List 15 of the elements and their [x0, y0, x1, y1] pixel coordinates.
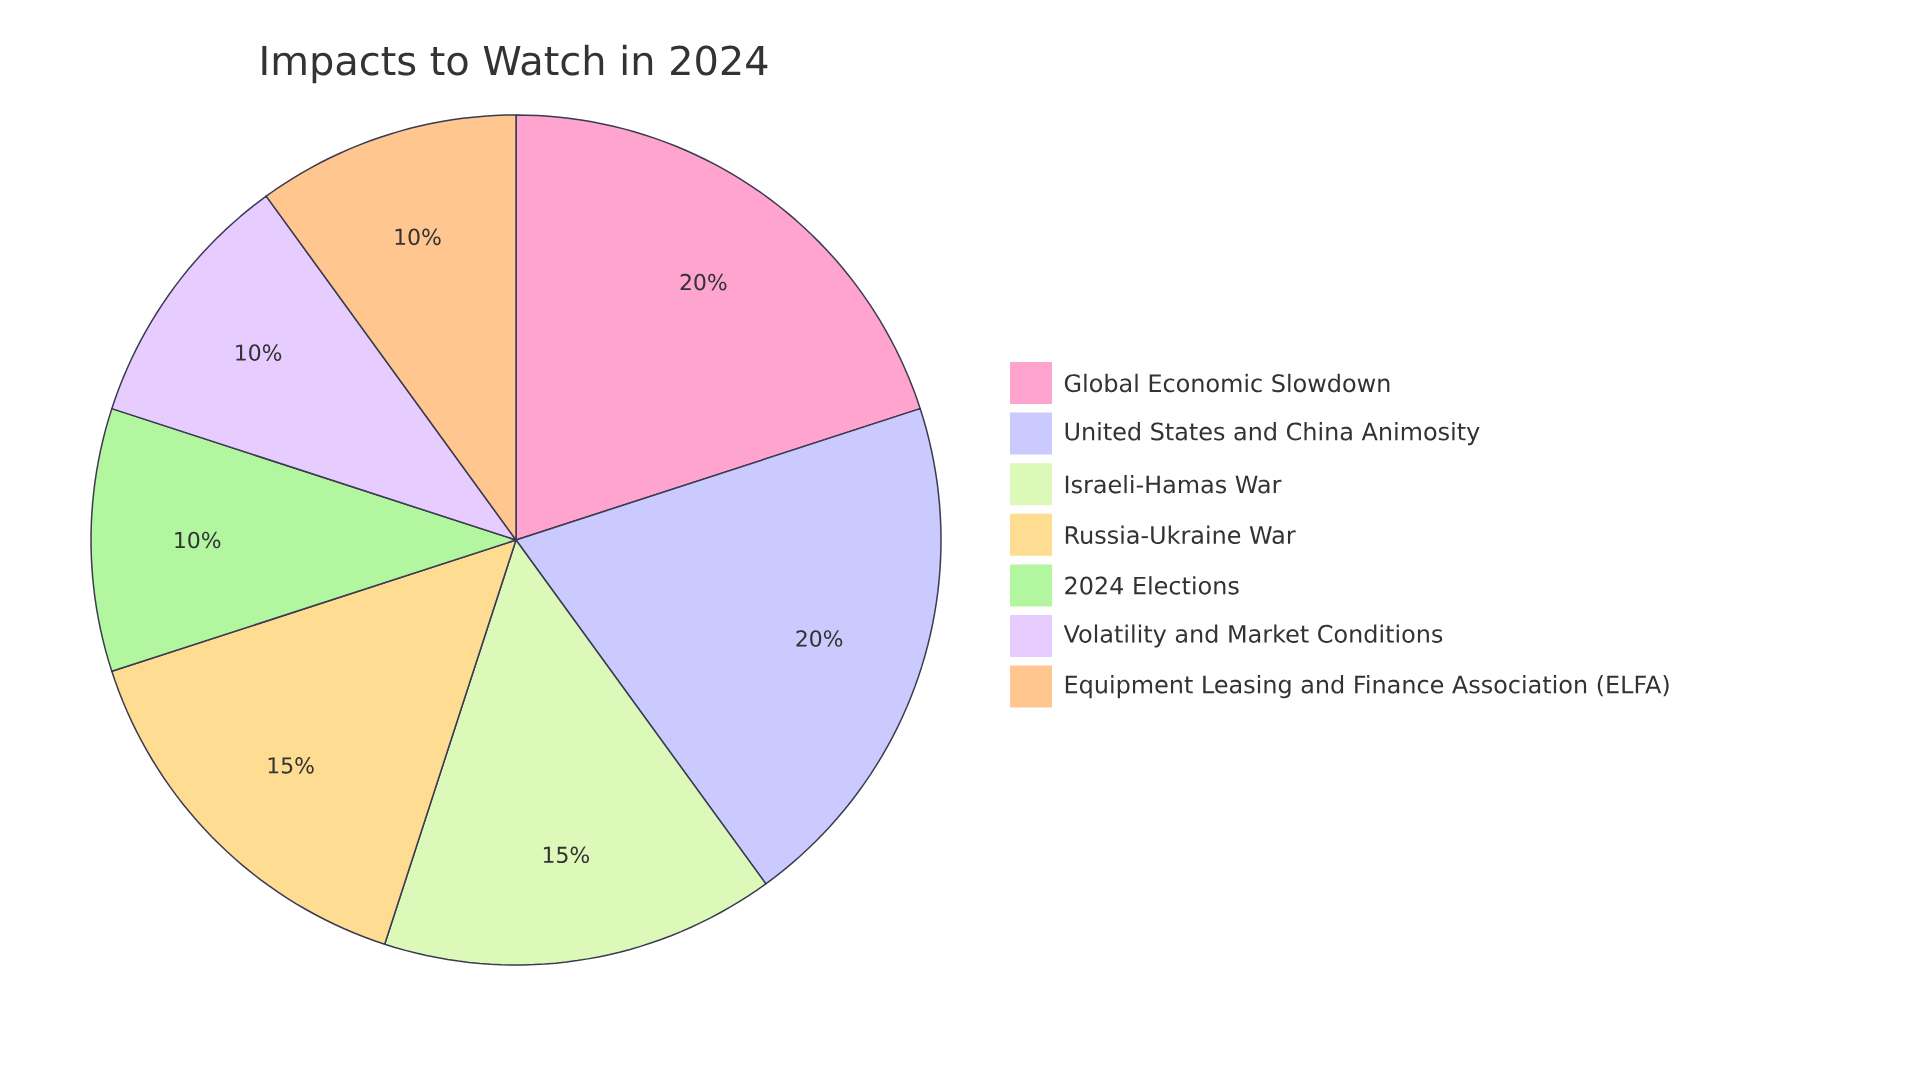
data-label: 10%: [395, 228, 441, 246]
data-label: 10%: [236, 344, 282, 361]
data-label: 15%: [543, 846, 590, 864]
data-label: 10%: [175, 531, 221, 549]
legend-label: United States and China Animosity: [1065, 422, 1480, 446]
legend-label: Global Economic Slowdown: [1064, 373, 1390, 393]
data-label: 15%: [268, 757, 314, 774]
legend-label: Israeli-Hamas War: [1065, 474, 1282, 494]
data-label: 20%: [796, 630, 843, 647]
legend-label: Russia-Ukraine War: [1065, 525, 1296, 545]
data-label: 20%: [680, 273, 727, 291]
chart-title: Impacts to Watch in 2024: [262, 44, 768, 84]
legend-label: Equipment Leasing and Finance Association (ELFA): [1065, 675, 1669, 699]
legend-label: Volatility and Market Conditions: [1063, 624, 1443, 648]
legend-label: 2024 Elections: [1065, 576, 1239, 595]
